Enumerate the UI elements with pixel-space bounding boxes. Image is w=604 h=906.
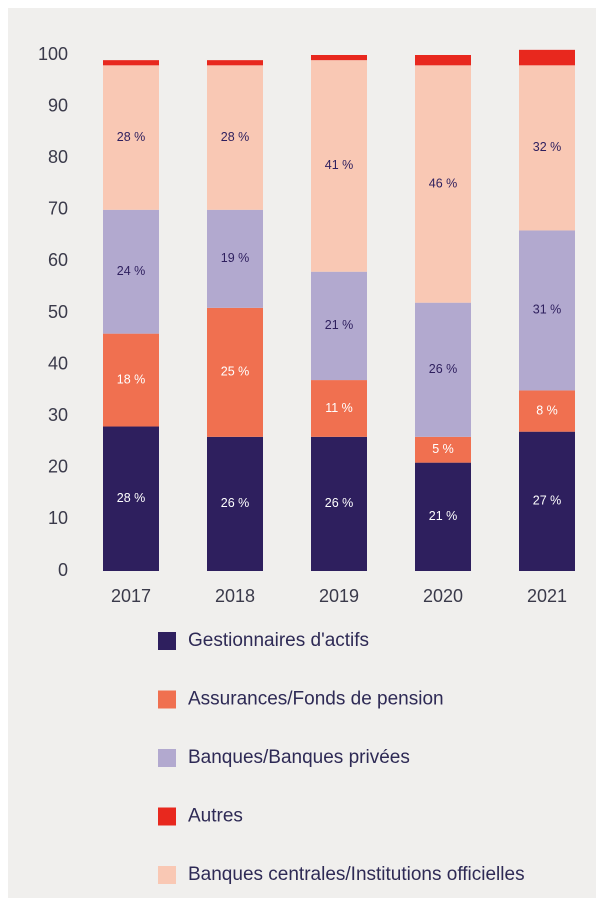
- value-label: 21 %: [325, 318, 354, 332]
- y-tick-label: 40: [48, 353, 68, 373]
- value-label: 11 %: [325, 401, 353, 415]
- value-label: 5 %: [432, 442, 454, 456]
- x-tick-label: 2021: [527, 586, 567, 606]
- value-label: 32 %: [533, 140, 562, 154]
- y-tick-label: 20: [48, 457, 68, 477]
- legend-swatch: [158, 690, 176, 709]
- value-label: 8 %: [536, 403, 558, 417]
- bar-segment: [311, 436, 367, 571]
- bar-segment: [103, 65, 159, 210]
- legend-label: Assurances/Fonds de pension: [188, 689, 444, 710]
- legend-label: Autres: [188, 806, 243, 827]
- legend-label: Gestionnaires d'actifs: [188, 630, 369, 651]
- bar-segment: [103, 426, 159, 571]
- legend-swatch: [158, 632, 176, 650]
- y-tick-label: 70: [48, 199, 68, 219]
- bar-segment: [415, 462, 471, 571]
- bar-segment: [103, 60, 159, 66]
- value-label: 26 %: [325, 496, 354, 510]
- value-label: 26 %: [221, 496, 250, 510]
- value-label: 31 %: [533, 303, 562, 317]
- bar-segment: [519, 390, 575, 432]
- bar-segment: [207, 436, 263, 571]
- value-label: 26 %: [429, 362, 458, 376]
- legend-swatch: [158, 749, 176, 767]
- bar-segment: [415, 55, 471, 66]
- bar-segment: [519, 431, 575, 571]
- value-label: 24 %: [117, 264, 146, 278]
- value-label: 28 %: [117, 491, 146, 505]
- value-label: 46 %: [429, 176, 458, 190]
- bar-segment: [415, 65, 471, 303]
- y-tick-label: 100: [38, 44, 68, 64]
- bar-segment: [103, 209, 159, 334]
- value-label: 19 %: [221, 251, 250, 265]
- legend-label: Banques/Banques privées: [188, 747, 410, 768]
- y-tick-label: 10: [48, 508, 68, 528]
- bar-segment: [311, 55, 367, 61]
- value-label: 41 %: [325, 158, 354, 172]
- y-tick-label: 90: [48, 95, 68, 115]
- bar-segment: [311, 271, 367, 381]
- x-tick-label: 2020: [423, 586, 463, 606]
- bar-segment: [207, 65, 263, 210]
- y-tick-label: 0: [58, 560, 68, 580]
- x-tick-label: 2018: [215, 586, 255, 606]
- bar-segment: [519, 49, 575, 66]
- value-label: 27 %: [533, 494, 562, 508]
- bar-segment: [311, 60, 367, 272]
- bar-segment: [207, 209, 263, 308]
- bar-segment: [519, 230, 575, 391]
- y-tick-label: 30: [48, 405, 68, 425]
- y-tick-label: 50: [48, 302, 68, 322]
- y-tick-label: 60: [48, 250, 68, 270]
- legend-swatch: [158, 807, 176, 826]
- bar-segment: [415, 302, 471, 437]
- bar-segment: [207, 60, 263, 66]
- value-label: 18 %: [117, 372, 146, 386]
- x-tick-label: 2017: [111, 586, 151, 606]
- value-label: 25 %: [221, 365, 250, 379]
- value-label: 28 %: [117, 130, 146, 144]
- bar-segment: [103, 333, 159, 427]
- value-label: 21 %: [429, 509, 458, 523]
- bar-segment: [415, 436, 471, 463]
- value-label: 28 %: [221, 130, 250, 144]
- legend-swatch: [158, 866, 176, 884]
- bar-segment: [519, 65, 575, 231]
- y-tick-label: 80: [48, 147, 68, 167]
- bar-segment: [207, 307, 263, 437]
- bar-segment: [311, 380, 367, 437]
- legend-label: Banques centrales/Institutions officiell…: [188, 864, 525, 885]
- x-tick-label: 2019: [319, 586, 359, 606]
